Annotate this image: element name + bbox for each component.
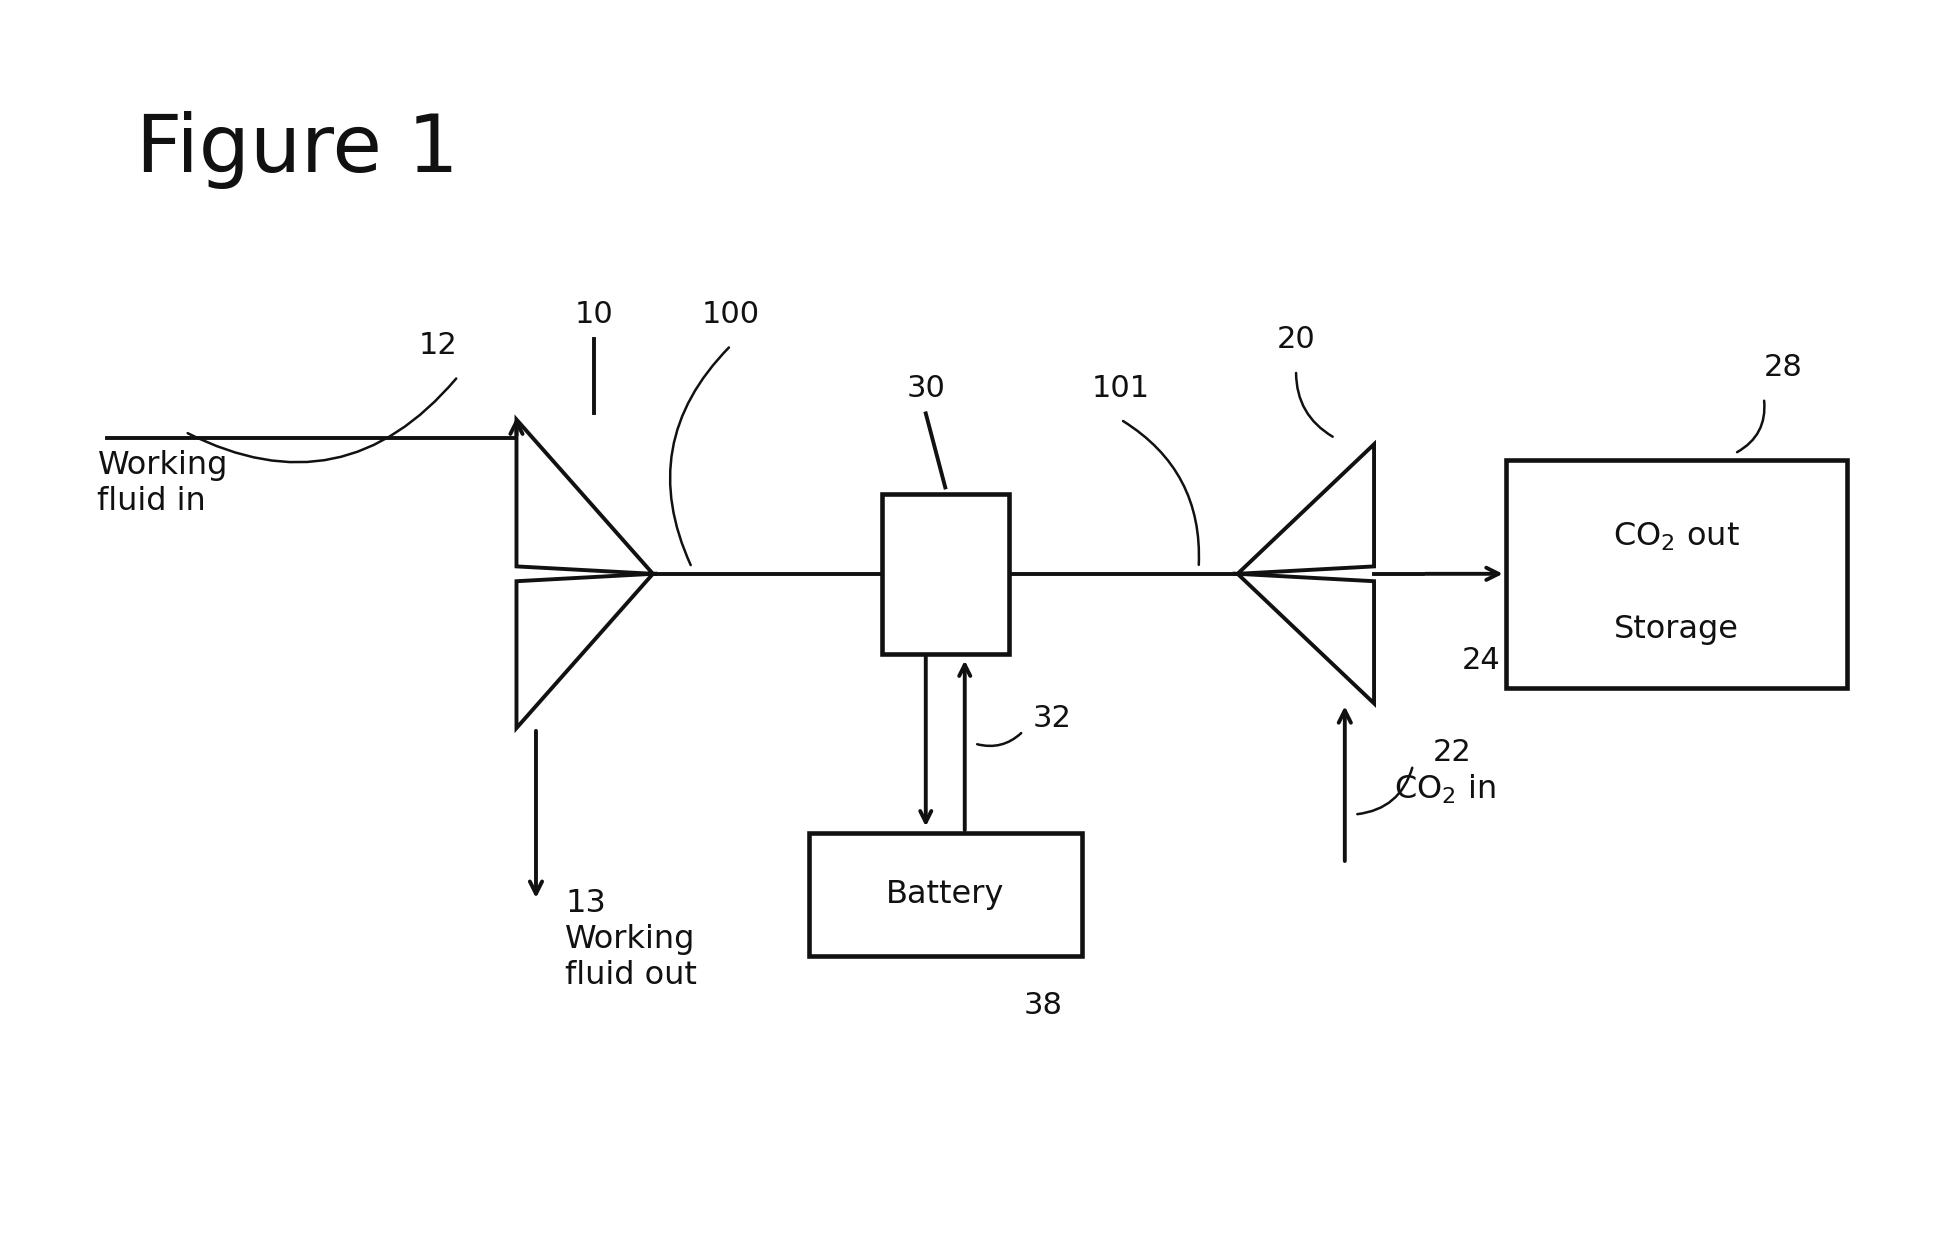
Polygon shape [516, 574, 653, 728]
Text: 28: 28 [1763, 353, 1802, 381]
Text: 20: 20 [1276, 325, 1315, 354]
Text: 22: 22 [1432, 738, 1471, 768]
Polygon shape [1237, 444, 1373, 574]
Text: 38: 38 [1023, 991, 1062, 1021]
Text: 30: 30 [906, 374, 945, 404]
Polygon shape [516, 420, 653, 574]
Text: 32: 32 [1032, 705, 1071, 733]
Text: 12: 12 [419, 331, 458, 360]
Bar [880, 494, 1009, 654]
Text: 10: 10 [575, 300, 614, 329]
Text: Figure 1: Figure 1 [136, 111, 460, 189]
Bar [1504, 460, 1847, 689]
Text: 101: 101 [1091, 374, 1149, 404]
Text: CO$_2$ out: CO$_2$ out [1611, 521, 1740, 553]
Text: Storage: Storage [1613, 613, 1738, 645]
Text: 13
Working
fluid out: 13 Working fluid out [565, 888, 697, 991]
Text: Working
fluid in: Working fluid in [97, 450, 228, 517]
Bar [808, 833, 1081, 956]
Polygon shape [1237, 574, 1373, 703]
Text: CO$_2$ in: CO$_2$ in [1393, 772, 1494, 807]
Text: Battery: Battery [886, 879, 1003, 911]
Text: 24: 24 [1461, 645, 1500, 675]
Text: 100: 100 [701, 300, 760, 329]
